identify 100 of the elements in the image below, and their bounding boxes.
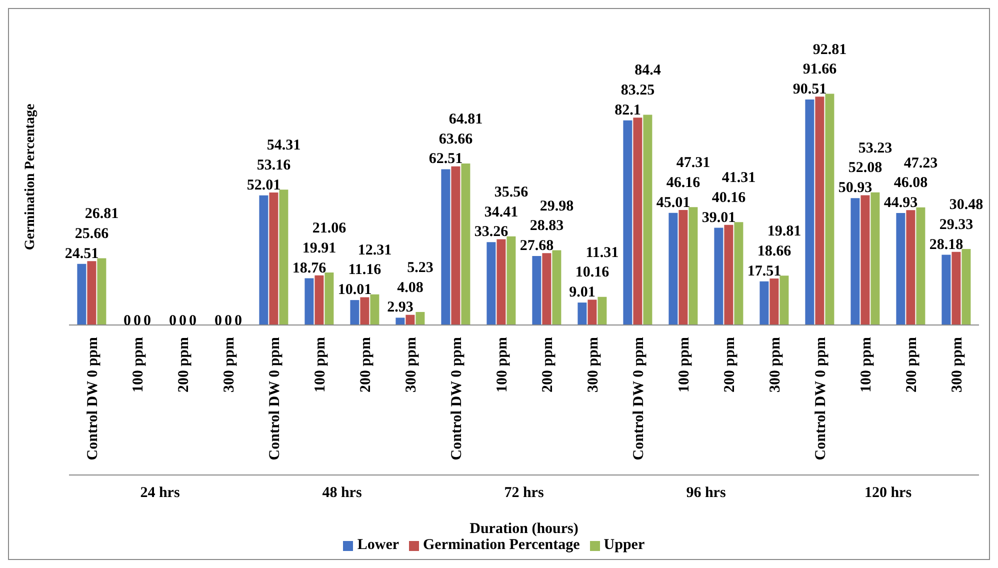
data-label: 41.31	[722, 170, 756, 186]
data-label: 33.26	[474, 224, 509, 240]
bar	[441, 169, 450, 325]
bar	[952, 252, 961, 325]
data-label: 84.4	[634, 62, 662, 79]
bar	[314, 275, 324, 325]
data-label: 18.76	[292, 260, 327, 276]
x-tick-label: 200 ppm	[176, 336, 192, 392]
text: 48 hrs	[322, 485, 362, 501]
data-label: 34.41	[484, 204, 518, 220]
x-tick-label: 300 ppm	[403, 336, 420, 392]
data-label: 50.93	[838, 180, 872, 196]
bar	[668, 212, 678, 325]
data-label: 21.06	[312, 220, 347, 237]
data-label: 53.23	[858, 140, 892, 156]
bar	[532, 256, 542, 325]
bar	[643, 114, 652, 325]
x-tick-label: Control DW 0 ppm	[630, 336, 647, 460]
data-label: 11.16	[348, 262, 382, 278]
data-label: 10.16	[575, 264, 610, 281]
bar	[906, 210, 916, 325]
bar	[406, 314, 415, 325]
data-label: 47.31	[676, 155, 710, 172]
data-label: 54.31	[266, 138, 301, 154]
data-label: 39.01	[702, 210, 736, 226]
data-label: 83.25	[620, 82, 655, 99]
data-label: 28.18	[929, 236, 964, 253]
x-tick-label: 300 ppm	[221, 336, 238, 392]
bar	[461, 164, 470, 325]
data-label: 24.51	[64, 246, 99, 262]
data-label: 0	[144, 313, 151, 329]
bar	[860, 195, 870, 325]
x-tick-label: 100 ppm	[676, 336, 692, 392]
data-label: 9.01	[569, 284, 596, 301]
data-label: 40.16	[712, 190, 746, 206]
x-tick-label: Control DW 0 ppm	[448, 336, 465, 460]
bar	[396, 318, 405, 325]
data-label: 0	[224, 313, 232, 329]
data-label: 0	[124, 313, 131, 329]
x-tick-label: 200 ppm	[904, 336, 920, 392]
data-label: 5.23	[407, 260, 434, 276]
data-label: 19.81	[767, 224, 802, 240]
data-label: 10.01	[338, 282, 372, 298]
x-tick-label: 100 ppm	[312, 336, 328, 392]
bar	[578, 302, 587, 325]
text: 72 hrs	[504, 485, 544, 501]
data-label: 2.93	[387, 300, 414, 316]
bar	[304, 278, 314, 325]
data-label: 91.66	[802, 62, 838, 78]
x-tick-label: 200 ppm	[722, 336, 738, 392]
bar	[324, 272, 334, 325]
bar	[734, 222, 744, 325]
data-label: 0	[169, 313, 176, 329]
bar	[896, 213, 906, 325]
data-label: 19.91	[302, 240, 336, 256]
bar	[552, 250, 562, 325]
bar	[760, 281, 769, 325]
bar	[486, 242, 496, 325]
x-tick-label: 300 ppm	[949, 336, 966, 392]
bar	[805, 99, 814, 325]
x-tick-label: 100 ppm	[494, 336, 510, 392]
bar	[87, 261, 96, 325]
x-tick-label: 100 ppm	[858, 336, 874, 392]
data-label: 82.1	[614, 102, 641, 118]
x-axis-title: Duration (hours)	[470, 521, 578, 537]
bar	[916, 207, 926, 325]
data-label: 64.81	[448, 112, 483, 128]
x-tick-label: 300 ppm	[767, 336, 784, 392]
data-label: 28.83	[530, 218, 564, 234]
bar	[542, 253, 552, 325]
x-tick-label: Control DW 0 ppm	[84, 336, 101, 460]
bar	[451, 166, 460, 325]
bar	[780, 276, 789, 325]
data-label: 92.81	[812, 42, 847, 58]
bar	[496, 239, 506, 325]
data-label: 0	[214, 313, 222, 329]
bar	[942, 254, 951, 325]
bar	[370, 294, 380, 325]
x-tick-label: 100 ppm	[130, 336, 146, 392]
bar	[678, 210, 688, 325]
bar	[688, 207, 698, 325]
bar	[360, 297, 370, 325]
bar	[770, 278, 779, 325]
data-label: 52.08	[848, 160, 882, 176]
bar	[416, 312, 425, 325]
data-label: 35.56	[494, 184, 529, 200]
data-label: 12.31	[358, 242, 392, 258]
data-label: 63.66	[438, 131, 474, 148]
legend-label: Lower	[357, 537, 400, 553]
bar	[962, 249, 971, 325]
data-label: 47.23	[904, 155, 938, 172]
x-tick-label: 200 ppm	[358, 336, 374, 392]
legend-label: Germination Percentage	[423, 537, 580, 553]
bar	[714, 228, 724, 325]
x-tick-label: 200 ppm	[540, 336, 556, 392]
bar	[623, 120, 632, 325]
bar	[350, 300, 360, 325]
data-label: 46.16	[666, 174, 701, 191]
bar	[97, 258, 106, 325]
bar	[598, 296, 607, 325]
